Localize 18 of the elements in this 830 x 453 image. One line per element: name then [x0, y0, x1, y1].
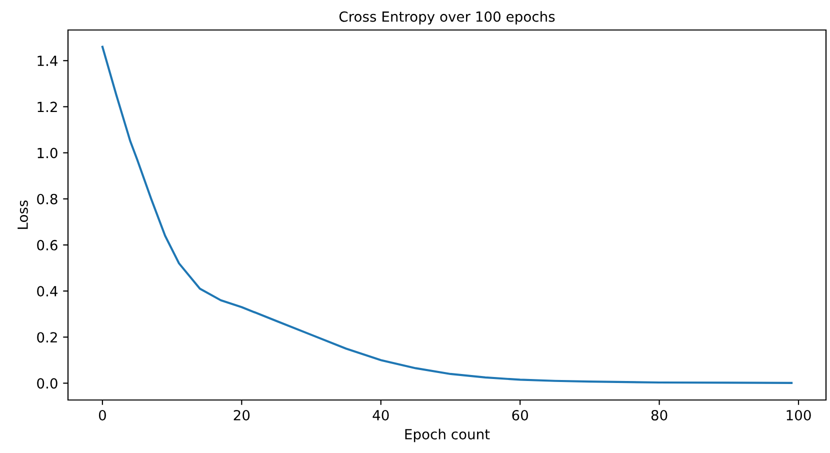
- x-tick-label: 60: [512, 410, 528, 420]
- line-series: [101, 46, 793, 384]
- y-tick-label: 0.2: [37, 332, 57, 343]
- y-tick-label: 0.6: [37, 240, 58, 250]
- y-tick-label: 0.8: [37, 194, 58, 204]
- y-tick-label: 1.2: [38, 102, 57, 112]
- y-tick-label: 0.4: [37, 286, 58, 296]
- x-tick-label: 80: [651, 410, 668, 420]
- x-tick-label: 40: [372, 410, 389, 420]
- y-axis-title: Loss: [18, 200, 28, 229]
- x-axis-title: Epoch count: [405, 428, 490, 442]
- y-tick-label: 1.4: [38, 56, 58, 66]
- chart-title: Cross Entropy over 100 epochs: [339, 11, 555, 25]
- y-tick-label: 0.0: [37, 378, 58, 389]
- x-tick-label: 20: [234, 410, 250, 420]
- y-tick-label: 1.0: [38, 148, 58, 158]
- x-tick-label: 100: [786, 410, 811, 420]
- x-tick-label: 0: [98, 410, 106, 420]
